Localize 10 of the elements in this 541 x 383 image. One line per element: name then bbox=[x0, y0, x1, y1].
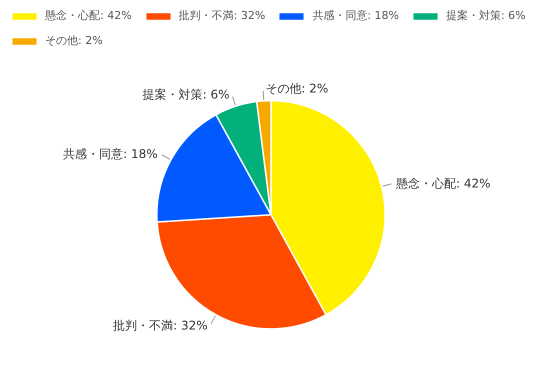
slice-label: 提案・対策: 6% bbox=[142, 87, 230, 102]
slice-label: 懸念・心配: 42% bbox=[394, 176, 491, 190]
legend-label: 共感・同意: 18% bbox=[312, 8, 399, 23]
legend-label: その他: 2% bbox=[45, 33, 103, 48]
slice-label: 批判・不満: 32% bbox=[113, 318, 208, 333]
legend-label: 批判・不満: 32% bbox=[178, 8, 266, 23]
legend-label: 懸念・心配: 42% bbox=[45, 8, 132, 23]
slice-label: その他: 2% bbox=[265, 82, 328, 96]
slice-label: 共感・同意: 18% bbox=[63, 146, 158, 161]
legend-label: 提案・対策: 6% bbox=[446, 8, 526, 23]
